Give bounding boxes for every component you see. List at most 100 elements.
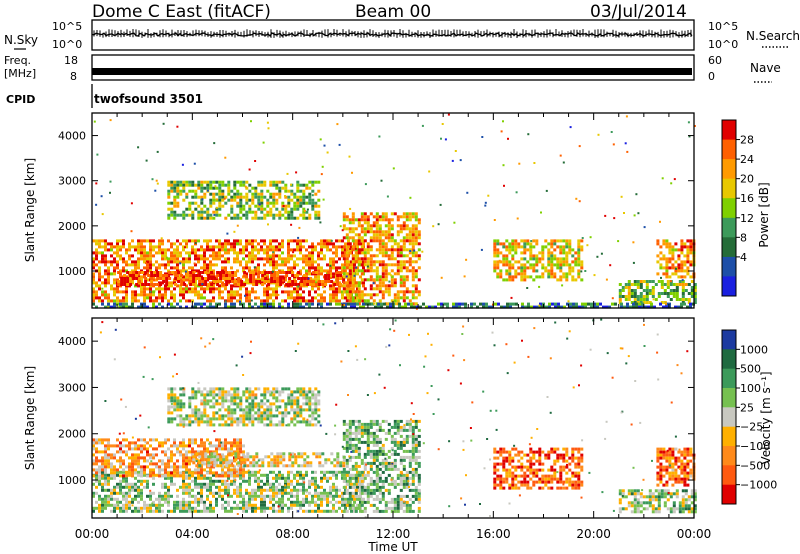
range-cell: [131, 305, 134, 309]
range-cell: [511, 248, 515, 252]
range-cell: [137, 305, 140, 309]
range-cell: [110, 245, 113, 249]
range-cell: [565, 254, 569, 258]
range-cell: [215, 471, 218, 475]
range-cell: [372, 278, 376, 282]
range-cell: [255, 283, 259, 286]
range-cell: [287, 497, 290, 501]
range-cell: [669, 292, 673, 295]
range-cell: [248, 479, 251, 483]
range-cell: [101, 251, 104, 255]
range-cell: [254, 272, 257, 276]
range-cell: [584, 302, 587, 306]
range-cell: [266, 204, 270, 208]
range-cell: [300, 283, 304, 286]
range-cell: [234, 274, 238, 277]
range-cell: [239, 494, 242, 498]
range-cell: [393, 299, 397, 303]
range-cell: [633, 289, 637, 292]
range-cell: [272, 305, 275, 309]
range-cell: [693, 289, 697, 292]
range-cell: [137, 275, 140, 279]
range-cell: [249, 274, 253, 277]
range-cell: [263, 305, 266, 309]
range-cell: [227, 441, 230, 445]
scatter-cell: [145, 159, 148, 162]
range-cell: [360, 227, 364, 231]
range-cell: [335, 245, 338, 249]
range-cell: [188, 506, 191, 510]
range-cell: [176, 192, 180, 196]
range-cell: [209, 491, 212, 495]
range-cell: [98, 468, 101, 472]
range-cell: [621, 289, 625, 292]
range-cell: [215, 491, 218, 495]
range-cell: [547, 251, 551, 255]
range-cell: [326, 239, 329, 243]
scatter-cell: [597, 133, 600, 136]
range-cell: [242, 180, 246, 184]
range-cell: [248, 302, 251, 306]
range-cell: [288, 280, 292, 283]
range-cell: [666, 295, 670, 298]
range-cell: [372, 263, 376, 267]
range-cell: [188, 239, 191, 243]
range-cell: [233, 444, 236, 448]
range-cell: [357, 236, 361, 240]
range-cell: [306, 455, 310, 459]
range-cell: [231, 277, 235, 280]
range-cell: [335, 269, 338, 273]
range-cell: [203, 263, 206, 267]
range-cell: [251, 216, 255, 220]
range-cell: [538, 260, 542, 264]
range-cell: [399, 230, 403, 234]
range-cell: [198, 461, 202, 465]
range-cell: [218, 474, 221, 478]
range-cell: [218, 251, 221, 255]
range-cell: [194, 189, 198, 193]
range-cell: [242, 302, 245, 306]
range-cell: [269, 213, 273, 217]
range-cell: [158, 281, 161, 285]
range-cell: [173, 453, 176, 457]
range-cell: [254, 497, 257, 501]
range-cell: [571, 275, 575, 279]
range-cell: [188, 456, 191, 460]
range-cell: [320, 293, 323, 297]
range-cell: [176, 195, 180, 199]
range-cell: [149, 296, 152, 300]
range-cell: [374, 305, 377, 309]
range-cell: [104, 263, 107, 267]
range-cell: [131, 302, 134, 306]
range-cell: [689, 245, 693, 249]
range-cell: [218, 488, 221, 492]
range-cell: [203, 450, 206, 454]
range-cell: [317, 189, 321, 193]
range-cell: [128, 242, 131, 246]
range-cell: [237, 280, 241, 283]
range-cell: [155, 245, 158, 249]
range-cell: [236, 441, 239, 445]
range-cell: [357, 248, 361, 252]
range-cell: [138, 280, 142, 283]
range-cell: [143, 468, 146, 472]
range-cell: [161, 248, 164, 252]
range-cell: [287, 485, 290, 489]
range-cell: [314, 210, 318, 214]
range-cell: [258, 271, 262, 274]
range-cell: [182, 216, 186, 220]
range-cell: [170, 453, 173, 457]
range-cell: [659, 245, 663, 249]
range-cell: [272, 254, 275, 258]
range-cell: [311, 204, 315, 208]
range-cell: [260, 488, 263, 492]
range-cell: [203, 296, 206, 300]
range-cell: [414, 242, 418, 246]
range-cell: [375, 212, 379, 216]
range-cell: [197, 260, 200, 264]
range-cell: [119, 441, 122, 445]
range-cell: [152, 473, 155, 477]
range-cell: [335, 239, 338, 243]
range-cell: [155, 296, 158, 300]
range-cell: [113, 488, 116, 492]
